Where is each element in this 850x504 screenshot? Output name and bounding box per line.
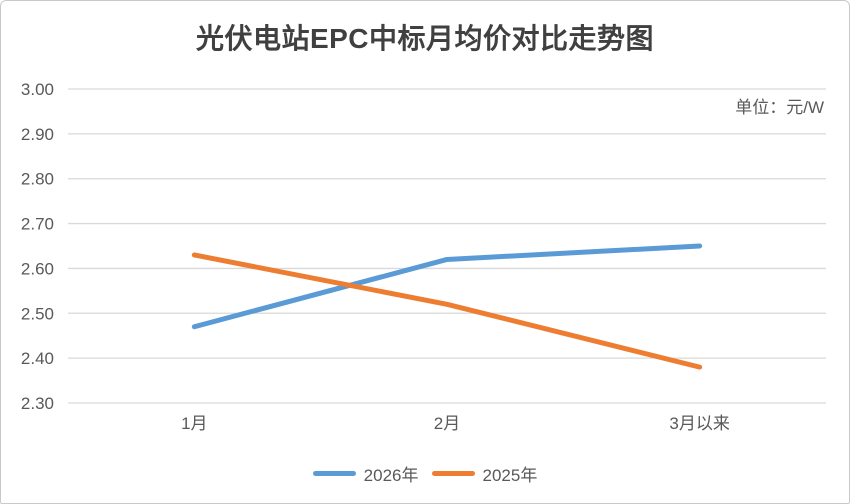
y-tick-label: 2.60 xyxy=(21,259,54,278)
y-tick-label: 2.50 xyxy=(21,304,54,323)
y-tick-label: 2.30 xyxy=(21,394,54,413)
y-tick-label: 3.00 xyxy=(21,80,54,99)
unit-label: 单位：元/W xyxy=(735,98,824,117)
legend-label: 2025年 xyxy=(482,466,538,485)
chart-title: 光伏电站EPC中标月均价对比走势图 xyxy=(195,23,655,54)
y-tick-label: 2.80 xyxy=(21,170,54,189)
series-line-2025年 xyxy=(191,252,703,370)
legend-item-2025年: 2025年 xyxy=(431,461,538,486)
y-tick-label: 2.90 xyxy=(21,125,54,144)
legend-line-swatch xyxy=(431,471,475,476)
x-tick-label: 2月 xyxy=(434,414,460,433)
chart-legend: 2026年 2025年 xyxy=(1,461,849,486)
y-tick-label: 2.70 xyxy=(21,215,54,234)
series-line-2026年 xyxy=(191,243,703,330)
legend-label: 2026年 xyxy=(363,466,419,485)
y-tick-label: 2.40 xyxy=(21,349,54,368)
legend-line-swatch xyxy=(312,471,356,476)
x-tick-label: 1月 xyxy=(181,414,207,433)
legend-item-2026年: 2026年 xyxy=(312,461,419,486)
x-tick-label: 3月以来 xyxy=(669,414,729,433)
